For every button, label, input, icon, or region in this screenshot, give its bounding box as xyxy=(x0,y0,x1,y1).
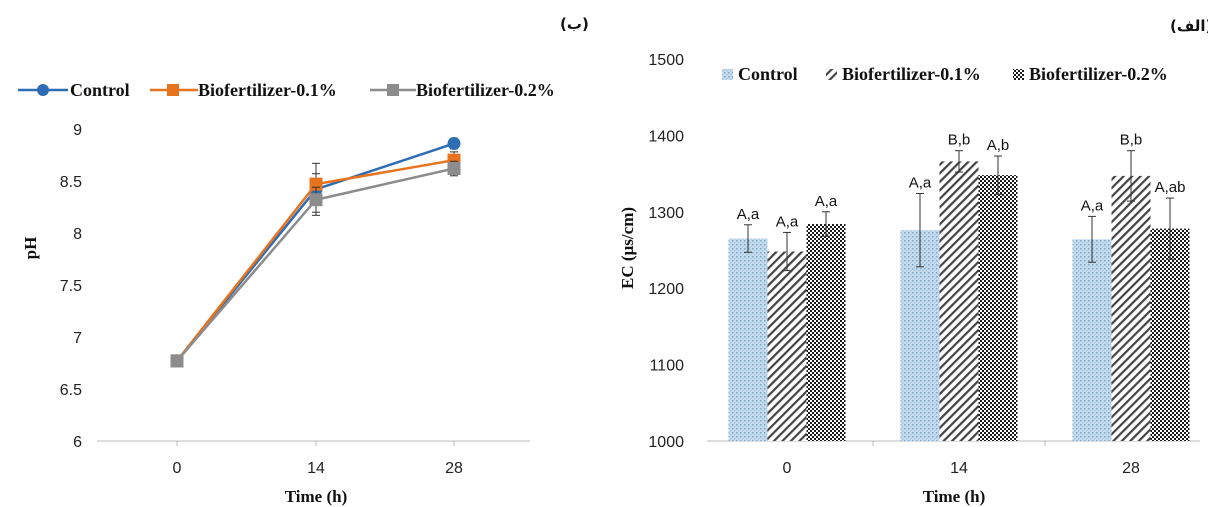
significance-letter: A,a xyxy=(737,206,760,223)
line-x-tick-label: 14 xyxy=(307,460,325,477)
bar-legend: Control Biofertilizer-0.1% Biofertilizer… xyxy=(722,64,1168,84)
bar xyxy=(1072,239,1112,441)
line-legend: Control Biofertilizer-0.1% Biofertilizer… xyxy=(18,80,555,100)
bar xyxy=(1150,228,1190,441)
bar-y-ticks: 1000 1100 1200 1300 1400 1500 xyxy=(648,52,684,451)
line-x-axis-title: Time (h) xyxy=(285,487,348,506)
line-series-2 xyxy=(170,160,461,368)
significance-letter: B,b xyxy=(1120,132,1143,149)
line-y-tick-label: 6 xyxy=(73,434,82,451)
legend-label-control: Control xyxy=(70,80,130,100)
bar-y-tick-label: 1200 xyxy=(648,281,684,298)
bar-y-tick-label: 1500 xyxy=(648,52,684,69)
bar-y-axis-title: EC (µs/cm) xyxy=(618,207,637,289)
legend-swatch-bio02 xyxy=(1013,69,1024,80)
line-y-tick-label: 8.5 xyxy=(60,174,82,191)
line-y-tick-label: 7 xyxy=(73,330,82,347)
data-point xyxy=(170,354,184,368)
data-point xyxy=(309,193,323,207)
legend-bar-label-control: Control xyxy=(738,64,798,84)
line-y-tick-label: 6.5 xyxy=(60,382,82,399)
line-series-1 xyxy=(170,151,461,368)
bar xyxy=(978,175,1018,442)
bar-panel-label: (الف) xyxy=(1170,17,1208,35)
significance-letter: A,a xyxy=(815,193,838,210)
data-point xyxy=(447,137,461,151)
bar-chart-panel: (الف) Control Biofertilizer-0.1% Biofert… xyxy=(618,17,1208,506)
bar xyxy=(939,161,979,441)
bar-x-tick-label: 0 xyxy=(783,460,792,477)
bar-x-tick-label: 14 xyxy=(950,460,968,477)
line-y-tick-label: 8 xyxy=(73,226,82,243)
line-series-0 xyxy=(170,137,461,368)
line-y-axis-title: pH xyxy=(21,237,40,260)
line-y-tick-label: 7.5 xyxy=(60,278,82,295)
bar-x-axis-title: Time (h) xyxy=(923,487,986,506)
line-x-ticks: 0 14 28 xyxy=(173,441,463,477)
data-point xyxy=(447,162,461,176)
bar-y-tick-label: 1300 xyxy=(648,205,684,222)
line-chart-panel: (ب) Control Biofertilizer-0.1% Biofertil… xyxy=(18,15,589,506)
legend-bar-label-bio01: Biofertilizer-0.1% xyxy=(842,64,981,84)
legend-label-bio01: Biofertilizer-0.1% xyxy=(198,80,337,100)
bar xyxy=(767,251,807,441)
line-y-ticks: 6 6.5 7 7.5 8 8.5 9 xyxy=(60,122,82,451)
bar-y-tick-label: 1400 xyxy=(648,128,684,145)
legend-bar-label-bio02: Biofertilizer-0.2% xyxy=(1029,64,1168,84)
bar xyxy=(728,238,768,441)
significance-letter: A,a xyxy=(1081,197,1104,214)
line-series-group xyxy=(170,137,461,368)
significance-letter: A,a xyxy=(776,213,799,230)
line-x-tick-label: 0 xyxy=(173,460,182,477)
significance-letter: A,a xyxy=(909,174,932,191)
bar xyxy=(806,224,846,441)
legend-marker-bio01 xyxy=(167,84,179,96)
line-panel-label: (ب) xyxy=(560,15,589,33)
line-x-tick-label: 28 xyxy=(445,460,463,477)
line-y-tick-label: 9 xyxy=(73,122,82,139)
bar-series-group: A,a A,a A,a A,a B,b A,b A,a B,b A,ab xyxy=(728,132,1190,442)
bar xyxy=(1111,175,1151,441)
legend-label-bio02: Biofertilizer-0.2% xyxy=(416,80,555,100)
bar-y-tick-label: 1000 xyxy=(648,434,684,451)
legend-marker-bio02 xyxy=(387,84,399,96)
significance-letter: A,b xyxy=(987,137,1010,154)
significance-letter: B,b xyxy=(948,132,971,149)
legend-swatch-bio01 xyxy=(826,69,837,80)
legend-marker-control xyxy=(37,84,49,96)
bar-x-tick-label: 28 xyxy=(1122,460,1140,477)
bar-x-ticks: 0 14 28 xyxy=(783,441,1140,477)
bar-y-tick-label: 1100 xyxy=(650,358,685,375)
legend-swatch-control xyxy=(722,69,733,80)
significance-letter: A,ab xyxy=(1155,179,1186,196)
